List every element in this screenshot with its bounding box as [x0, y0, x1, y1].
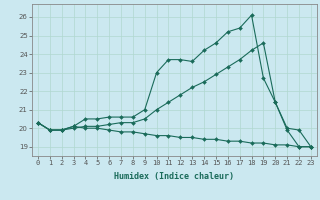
X-axis label: Humidex (Indice chaleur): Humidex (Indice chaleur) — [115, 172, 234, 181]
